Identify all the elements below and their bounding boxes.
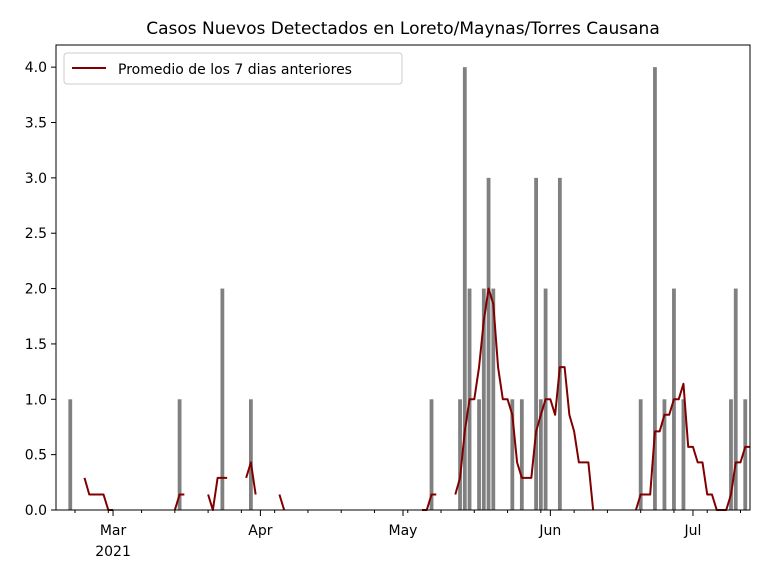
- bar: [486, 177, 491, 510]
- y-tick-label: 0.5: [25, 448, 47, 464]
- legend: Promedio de los 7 dias anteriores: [63, 52, 403, 85]
- bar: [458, 399, 462, 510]
- y-tick-label: 1.5: [25, 337, 47, 353]
- average-line-segment: [454, 287, 595, 511]
- y-tick-label: 0.0: [25, 503, 47, 519]
- bar: [681, 399, 686, 510]
- bar: [481, 288, 486, 510]
- x-tick-label: May: [389, 523, 418, 539]
- x-tick-year-label: 2021: [95, 544, 131, 560]
- average-line-segment: [245, 461, 257, 495]
- average-line-segment: [278, 494, 286, 511]
- bar: [557, 177, 562, 510]
- average-line-segment: [634, 382, 750, 511]
- y-tick-label: 1.0: [25, 392, 47, 408]
- y-tick-label: 2.5: [25, 226, 47, 242]
- bar: [220, 288, 225, 510]
- bar: [248, 399, 253, 510]
- y-tick-label: 3.0: [25, 171, 47, 187]
- bar: [429, 399, 434, 510]
- y-axis: 0.0 0.5 1.0 1.5 2.0 2.5 3.0 3.5 4.0: [25, 60, 56, 519]
- bar: [743, 399, 748, 510]
- bar: [733, 288, 738, 510]
- legend-label: Promedio de los 7 dias anteriores: [118, 62, 352, 78]
- bar: [662, 399, 667, 510]
- x-tick-label: Apr: [248, 523, 272, 539]
- y-tick-label: 2.0: [25, 282, 47, 298]
- bar: [477, 399, 481, 510]
- x-tick-label: Mar: [100, 523, 127, 539]
- bar: [729, 399, 733, 510]
- bar: [510, 399, 515, 510]
- bar: [538, 399, 543, 510]
- y-tick-label: 3.5: [25, 116, 47, 132]
- bar: [68, 399, 73, 510]
- plot-frame: [55, 44, 751, 511]
- bar: [638, 399, 643, 510]
- x-axis: Mar 2021 Apr May Jun Jul: [74, 510, 741, 560]
- bar: [519, 399, 524, 510]
- bar: [177, 399, 182, 510]
- x-tick-label: Jun: [538, 523, 561, 539]
- bar: [491, 288, 496, 510]
- x-tick-label: Jul: [684, 523, 702, 539]
- bar: [462, 67, 467, 511]
- average-line-segment: [207, 476, 228, 511]
- legend-box: [63, 52, 403, 85]
- chart-title: Casos Nuevos Detectados en Loreto/Maynas…: [146, 19, 660, 39]
- average-line-segment: [173, 493, 185, 511]
- bar: [653, 67, 657, 511]
- bar: [534, 177, 538, 510]
- y-tick-label: 4.0: [25, 60, 47, 76]
